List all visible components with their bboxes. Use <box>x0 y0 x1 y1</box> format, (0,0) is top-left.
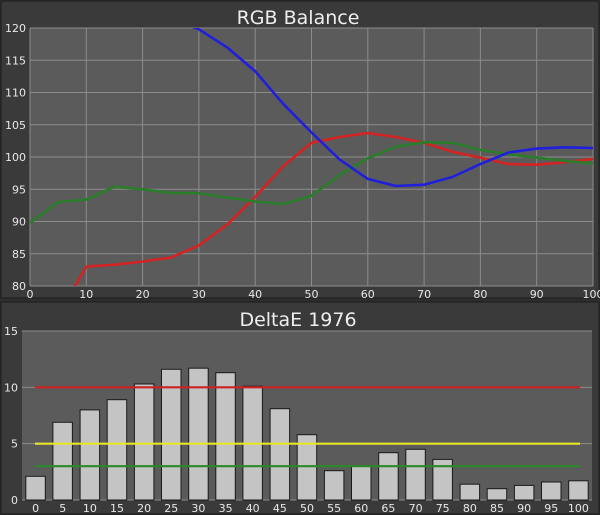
rgb-y-tick-label: 85 <box>12 248 26 261</box>
deltae-x-tick-label: 65 <box>381 502 395 515</box>
deltae-x-tick-label: 30 <box>191 502 205 515</box>
deltae-bars <box>25 367 589 501</box>
deltae-bar <box>106 399 128 501</box>
deltae-x-tick-label: 10 <box>83 502 97 515</box>
deltae-bar <box>323 470 345 501</box>
deltae-bar <box>269 408 291 501</box>
green-balance-line <box>30 140 593 224</box>
deltae-x-tick-label: 0 <box>32 502 39 515</box>
deltae-bar <box>568 480 589 501</box>
deltae-y-tick-label: 0 <box>11 494 18 507</box>
deltae-y-tick-label: 5 <box>11 438 18 451</box>
rgb-y-tick-label: 110 <box>5 87 26 100</box>
deltae-bar <box>79 409 101 501</box>
deltae-bar <box>513 484 535 501</box>
deltae-x-tick-label: 100 <box>568 502 589 515</box>
deltae-x-tick-label: 55 <box>327 502 341 515</box>
deltae-bar <box>541 481 562 501</box>
rgb-balance-panel: RGB Balance 80 85 90 95 100 105 110 115 120 0 10 2… <box>0 0 600 301</box>
rgb-chart-title: RGB Balance <box>237 7 360 29</box>
deltae-x-tick-label: 20 <box>137 502 151 515</box>
rgb-series-lines <box>30 28 593 286</box>
deltae-y-tick-label: 15 <box>4 325 18 338</box>
deltae-y-axis-ticks: 0 5 10 15 <box>4 325 18 507</box>
deltae-bar <box>215 372 236 501</box>
rgb-x-tick-label: 20 <box>136 288 150 301</box>
rgb-y-tick-label: 95 <box>12 183 26 196</box>
deltae-chart-title: DeltaE 1976 <box>239 309 356 331</box>
deltae-x-tick-label: 70 <box>409 502 423 515</box>
rgb-x-tick-label: 50 <box>305 288 319 301</box>
rgb-y-tick-label: 115 <box>5 54 26 67</box>
deltae-x-tick-label: 45 <box>273 502 287 515</box>
rgb-x-tick-label: 10 <box>79 288 93 301</box>
deltae-x-tick-label: 25 <box>164 502 178 515</box>
deltae-bar <box>405 448 426 501</box>
rgb-y-tick-label: 120 <box>5 22 26 35</box>
rgb-y-tick-label: 105 <box>5 119 26 132</box>
rgb-x-tick-label: 70 <box>417 288 431 301</box>
rgb-x-tick-label: 0 <box>27 288 34 301</box>
deltae-x-tick-label: 60 <box>354 502 368 515</box>
deltae-bar <box>351 465 372 501</box>
deltae-bar <box>52 421 73 501</box>
deltae-bar <box>25 475 46 501</box>
rgb-x-tick-label: 40 <box>248 288 262 301</box>
blue-balance-line <box>192 28 593 188</box>
rgb-x-tick-label: 100 <box>583 288 600 301</box>
deltae-bar <box>296 434 318 501</box>
deltae-x-axis-ticks: 0 5 10 15 20 25 30 35 40 45 50 55 60 65 70 75 80 85 90 95 10… <box>32 502 589 515</box>
deltae-x-tick-label: 5 <box>59 502 66 515</box>
deltae-x-tick-label: 40 <box>246 502 260 515</box>
deltae-bar <box>486 488 508 501</box>
deltae-bar <box>459 483 481 501</box>
rgb-x-tick-label: 80 <box>473 288 487 301</box>
deltae-bar <box>432 458 453 501</box>
deltae-bar <box>133 383 155 501</box>
rgb-x-axis-ticks: 0 10 20 30 40 50 60 70 80 90 100 <box>27 288 600 301</box>
deltae-x-tick-label: 75 <box>436 502 450 515</box>
deltae-x-tick-label: 90 <box>517 502 531 515</box>
rgb-x-tick-label: 30 <box>192 288 206 301</box>
deltae-panel: DeltaE 1976 0 5 10 15 0 5 10 15 20 25 30 35 40 45 50 5… <box>0 301 600 515</box>
rgb-y-tick-label: 90 <box>12 216 26 229</box>
red-balance-line <box>73 131 593 286</box>
rgb-y-tick-label: 80 <box>12 280 26 293</box>
rgb-x-tick-label: 60 <box>361 288 375 301</box>
deltae-y-tick-label: 10 <box>4 381 18 394</box>
deltae-bar <box>378 452 399 501</box>
deltae-x-tick-label: 50 <box>300 502 314 515</box>
deltae-x-tick-label: 80 <box>463 502 477 515</box>
rgb-x-tick-label: 90 <box>530 288 544 301</box>
rgb-y-tick-label: 100 <box>5 151 26 164</box>
deltae-x-tick-label: 85 <box>490 502 504 515</box>
deltae-x-tick-label: 15 <box>110 502 124 515</box>
rgb-y-axis-ticks: 80 85 90 95 100 105 110 115 120 <box>5 22 26 293</box>
deltae-reference-lines <box>35 386 580 468</box>
deltae-x-tick-label: 95 <box>544 502 558 515</box>
deltae-x-tick-label: 35 <box>219 502 233 515</box>
deltae-bar <box>161 368 182 501</box>
